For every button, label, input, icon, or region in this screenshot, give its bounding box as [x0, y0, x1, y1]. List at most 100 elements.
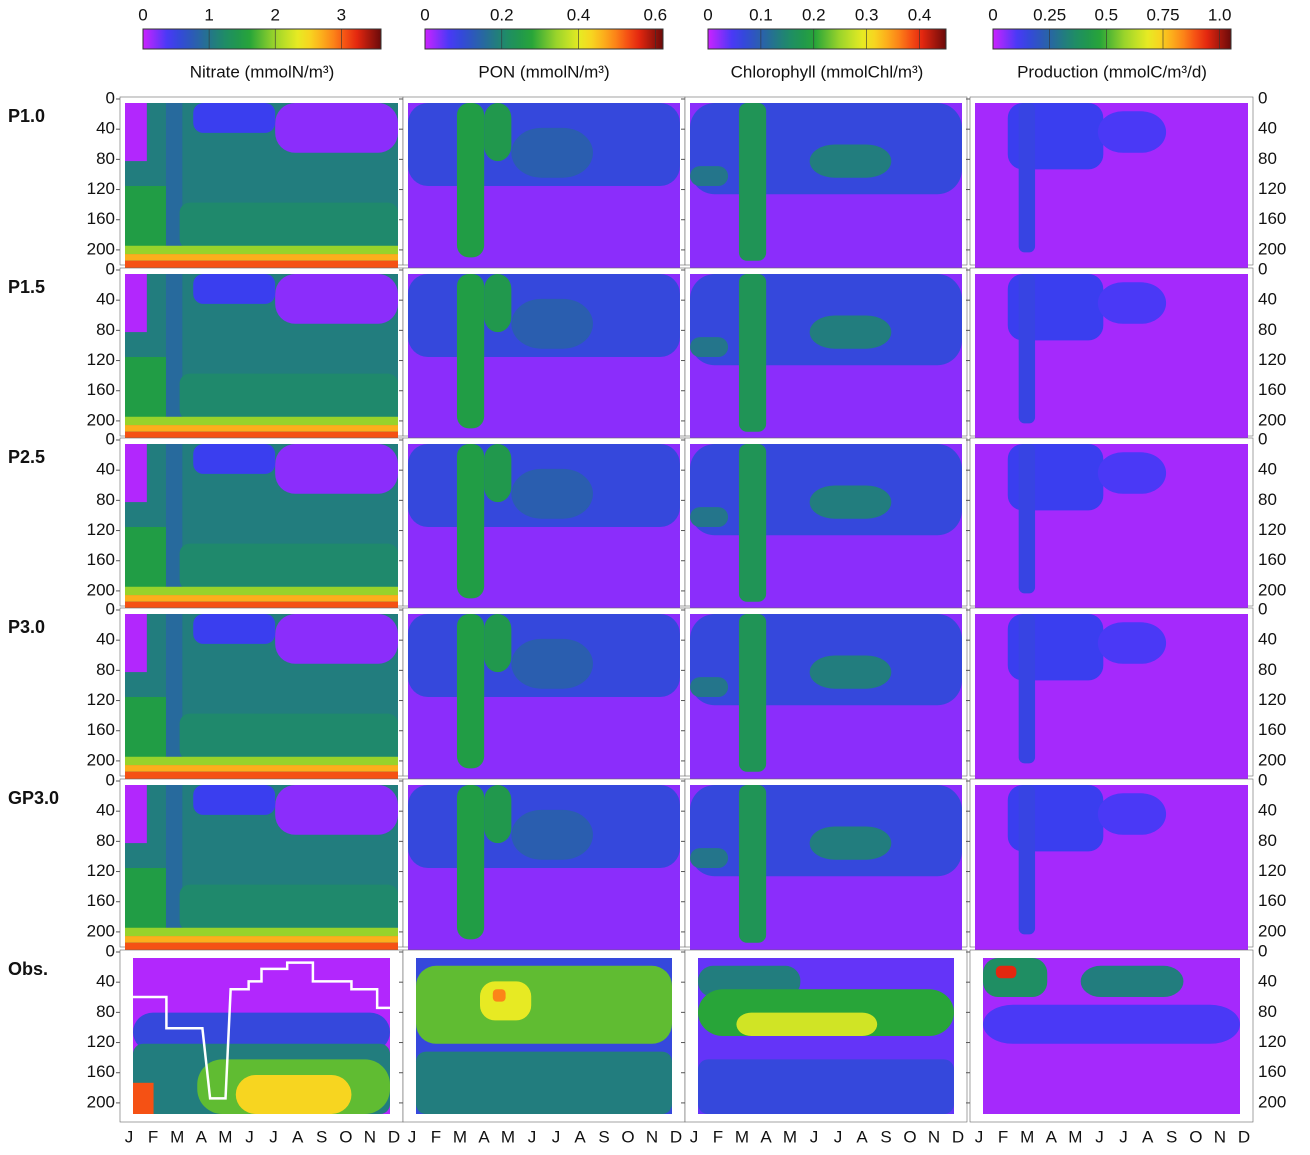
contour-field: [125, 614, 147, 673]
depth-tick-label: 80: [1258, 1002, 1277, 1021]
colorbar-tick-label: 0.3: [855, 5, 879, 24]
month-label: J: [1095, 1127, 1104, 1146]
contour-field: [492, 989, 506, 1002]
depth-tick-label: 80: [1258, 831, 1277, 850]
colorbar: [707, 28, 947, 50]
colorbar-tick-label: 0: [420, 5, 429, 24]
contour-field: [809, 655, 892, 689]
colorbar-tick-label: 0.25: [1033, 5, 1066, 24]
contour-field: [125, 186, 166, 250]
contour-field: [275, 444, 398, 494]
month-label: J: [834, 1127, 843, 1146]
row-label: P1.0: [8, 106, 45, 126]
month-label: M: [170, 1127, 184, 1146]
contour-field: [484, 103, 512, 162]
depth-tick-label: 200: [1258, 921, 1286, 940]
contour-field: [736, 1012, 878, 1036]
month-label: M: [783, 1127, 797, 1146]
month-label: A: [1142, 1127, 1154, 1146]
contour-field: [125, 942, 398, 951]
month-label: J: [975, 1127, 984, 1146]
colorbar-tick-label: 0.2: [490, 5, 514, 24]
month-label: J: [269, 1127, 278, 1146]
depth-tick-label: 120: [1258, 690, 1286, 709]
contour-field: [809, 826, 892, 860]
depth-tick-label: 40: [1258, 460, 1277, 479]
depth-tick-label: 0: [1258, 941, 1267, 960]
month-label: N: [646, 1127, 658, 1146]
depth-tick-label: 160: [87, 550, 115, 569]
depth-tick-label: 40: [1258, 290, 1277, 309]
depth-tick-label: 80: [96, 660, 115, 679]
month-label: A: [196, 1127, 208, 1146]
month-label: S: [316, 1127, 327, 1146]
contour-field: [165, 274, 183, 424]
contour-field: [995, 965, 1017, 979]
colorbar-tick-label: 3: [337, 5, 346, 24]
depth-tick-label: 40: [1258, 972, 1277, 991]
contour-field: [809, 485, 892, 519]
colorbar: [424, 28, 664, 50]
month-label: M: [218, 1127, 232, 1146]
contour-field: [179, 202, 398, 250]
contour-field: [511, 468, 593, 519]
contour-field: [690, 507, 729, 527]
colorbar-label: PON (mmolN/m³): [478, 62, 609, 81]
depth-tick-label: 160: [87, 1062, 115, 1081]
contour-field: [125, 527, 166, 591]
contour-field: [165, 444, 183, 594]
contour-field: [1097, 793, 1167, 835]
row-label: P2.5: [8, 447, 45, 467]
depth-tick-label: 200: [1258, 410, 1286, 429]
contour-field: [690, 677, 729, 697]
depth-tick-label: 160: [87, 720, 115, 739]
month-label: J: [690, 1127, 699, 1146]
month-label: S: [880, 1127, 891, 1146]
contour-field: [698, 1059, 954, 1114]
depth-tick-label: 80: [96, 1002, 115, 1021]
depth-tick-label: 0: [1258, 259, 1267, 278]
contour-field: [125, 927, 398, 937]
month-label: F: [148, 1127, 158, 1146]
contour-field: [193, 785, 276, 815]
depth-tick-label: 40: [96, 630, 115, 649]
depth-tick-label: 80: [1258, 149, 1277, 168]
contour-field: [133, 1012, 390, 1052]
month-label: O: [1189, 1127, 1202, 1146]
depth-tick-label: 40: [96, 290, 115, 309]
depth-tick-label: 0: [106, 941, 115, 960]
month-label: S: [598, 1127, 609, 1146]
depth-tick-label: 120: [87, 179, 115, 198]
contour-field: [809, 315, 892, 349]
depth-tick-label: 80: [96, 320, 115, 339]
colorbar-tick-label: 2: [270, 5, 279, 24]
month-label: M: [1020, 1127, 1034, 1146]
contour-field: [275, 274, 398, 324]
colorbar-tick-label: 0.75: [1146, 5, 1179, 24]
depth-tick-label: 80: [96, 149, 115, 168]
depth-tick-label: 200: [1258, 580, 1286, 599]
contour-field: [484, 444, 512, 503]
contour-field: [983, 958, 1048, 997]
colorbar-tick-label: 0.4: [908, 5, 932, 24]
month-label: F: [431, 1127, 441, 1146]
month-label: M: [501, 1127, 515, 1146]
contour-field: [193, 103, 276, 133]
depth-tick-label: 200: [87, 750, 115, 769]
contour-field: [511, 127, 593, 178]
contour-field: [125, 425, 398, 432]
month-label: A: [760, 1127, 772, 1146]
depth-tick-label: 40: [1258, 801, 1277, 820]
month-label: J: [125, 1127, 134, 1146]
depth-tick-label: 120: [1258, 1032, 1286, 1051]
contour-field: [738, 785, 767, 943]
contour-field: [125, 245, 398, 255]
month-label: S: [1166, 1127, 1177, 1146]
contour-field: [456, 274, 485, 429]
month-label: F: [998, 1127, 1008, 1146]
month-label: O: [339, 1127, 352, 1146]
colorbar-tick-label: 1: [204, 5, 213, 24]
month-label: F: [713, 1127, 723, 1146]
depth-tick-label: 0: [1258, 429, 1267, 448]
